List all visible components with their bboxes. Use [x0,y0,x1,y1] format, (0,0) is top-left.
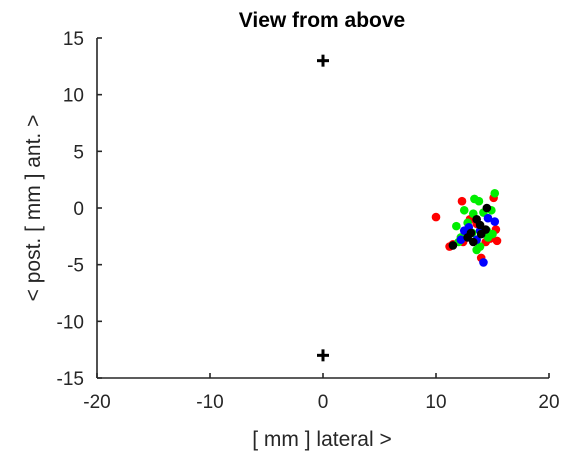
data-point-series-3 [490,217,500,226]
data-points [431,188,502,267]
y-tick-label: 0 [73,199,84,220]
data-point-series-3 [456,235,466,245]
plus-marker [317,349,329,362]
x-tick-label: -10 [196,392,223,413]
data-point-series-3 [483,213,493,223]
data-point-series-2 [459,205,469,215]
x-tick-label: 20 [538,392,559,413]
plus-marker [317,54,329,67]
data-point-series-2 [490,188,500,198]
axes [96,38,549,379]
data-point-series-2 [488,229,497,239]
x-ticks: -20 -10 0 10 20 [83,373,560,413]
x-tick-label: 10 [425,392,446,413]
data-point-series-4 [468,237,478,247]
data-point-series-1 [457,196,467,206]
y-tick-label: 15 [63,29,84,50]
data-point-series-3 [459,226,469,235]
x-tick-label: -20 [83,392,110,413]
data-point-series-4 [448,241,458,250]
x-tick-label: 0 [318,392,329,413]
data-point-series-4 [476,229,486,239]
y-tick-label: 5 [73,142,84,163]
data-point-series-2 [472,245,481,255]
y-tick-label: -10 [57,312,84,333]
y-tick-label: -5 [67,256,84,277]
data-point-series-1 [492,236,502,246]
y-tick-label: -15 [57,369,84,390]
data-point-series-2 [474,196,484,206]
x-axis-label: [ mm ] lateral > [252,428,391,451]
data-point-series-3 [479,258,488,267]
data-point-series-2 [452,221,461,231]
data-point-series-1 [431,212,441,222]
y-axis-label: < post. [ mm ] ant. > [22,115,45,302]
y-ticks: -15 -10 -5 0 5 10 15 [57,29,102,390]
chart-title: View from above [239,9,406,32]
data-point-series-4 [482,203,492,213]
reference-markers [317,54,329,362]
data-point-series-4 [475,220,485,230]
y-tick-label: 10 [63,86,84,107]
